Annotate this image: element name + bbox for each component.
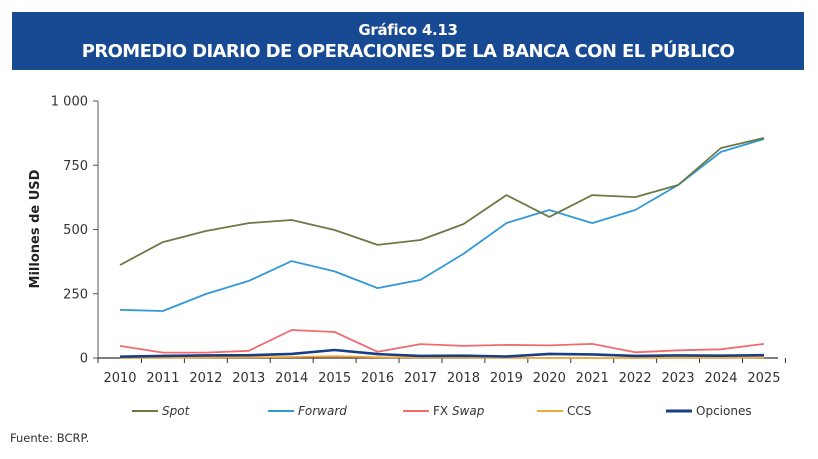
- chart-number: Gráfico 4.13: [358, 21, 458, 39]
- y-tick-label: 750: [63, 159, 88, 174]
- x-tick-label: 2023: [662, 371, 695, 386]
- legend-label: FX Swap: [433, 404, 485, 418]
- chart-title: PROMEDIO DIARIO DE OPERACIONES DE LA BAN…: [81, 41, 735, 62]
- legend-item-spot: Spot: [132, 404, 191, 418]
- x-tick-label: 2020: [533, 371, 566, 386]
- y-axis: 0 250 500 750 1 000: [51, 95, 99, 367]
- x-tick-label: 2016: [361, 371, 394, 386]
- legend-item-ccs: CCS: [537, 404, 591, 418]
- x-axis: 2010 2011 2012 2013 2014 2015 2016 2017 2018 2019…: [97, 357, 786, 386]
- legend-item-fx-swap: FX Swap: [403, 404, 485, 418]
- legend-label: CCS: [567, 404, 591, 418]
- legend-label: Forward: [298, 404, 347, 418]
- x-tick-label: 2015: [318, 371, 351, 386]
- x-tick-label: 2021: [576, 371, 609, 386]
- x-tick-label: 2011: [146, 371, 179, 386]
- y-tick-label: 250: [63, 287, 88, 302]
- legend-label: Opciones: [696, 404, 752, 418]
- series-line-spot: [119, 137, 765, 266]
- series-line-opciones: [119, 348, 765, 358]
- x-tick-label: 2025: [747, 371, 780, 386]
- y-axis-label: Millones de USD: [28, 169, 43, 288]
- series-line-ccs: [119, 355, 765, 359]
- x-tick-label: 2014: [275, 371, 308, 386]
- x-tick-label: 2018: [447, 371, 480, 386]
- x-tick-label: 2022: [619, 371, 652, 386]
- legend-item-forward: Forward: [268, 404, 347, 418]
- chart-header: Gráfico 4.13 PROMEDIO DIARIO DE OPERACIO…: [12, 12, 804, 70]
- y-tick-label: 1 000: [51, 95, 88, 110]
- series-lines: [119, 137, 765, 359]
- x-tick-label: 2013: [232, 371, 265, 386]
- legend-label: Spot: [162, 404, 191, 418]
- series-line-fx-swap: [119, 329, 765, 354]
- series-line-forward: [119, 138, 765, 312]
- y-tick-label: 0: [80, 352, 88, 367]
- source-note: Fuente: BCRP.: [10, 431, 90, 445]
- y-tick-label: 500: [63, 223, 88, 238]
- x-tick-label: 2024: [704, 371, 737, 386]
- x-tick-label: 2017: [404, 371, 437, 386]
- legend-item-opciones: Opciones: [666, 404, 752, 418]
- x-tick-label: 2012: [189, 371, 222, 386]
- x-tick-label: 2010: [103, 371, 136, 386]
- x-tick-label: 2019: [490, 371, 523, 386]
- legend: Spot Forward FX Swap CCS Opciones: [132, 404, 752, 418]
